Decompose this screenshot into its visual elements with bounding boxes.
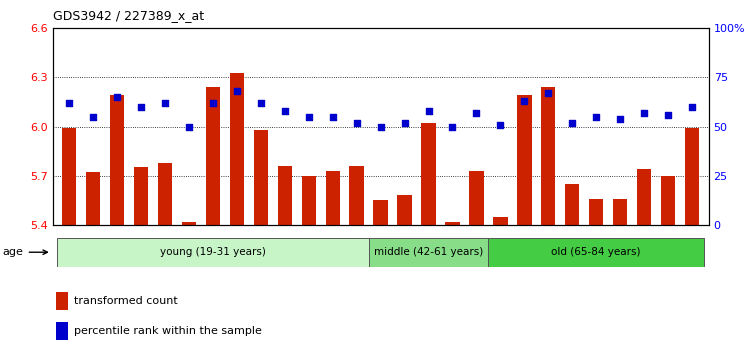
Bar [541,87,556,354]
Text: percentile rank within the sample: percentile rank within the sample [74,326,262,336]
Bar [685,128,699,354]
Text: young (19-31 years): young (19-31 years) [160,247,266,257]
Text: age: age [3,247,47,257]
Bar [182,222,196,354]
Point [63,100,75,106]
Point [231,88,243,94]
FancyBboxPatch shape [369,238,488,267]
Point [135,104,147,110]
Point [638,110,650,116]
Point [279,108,291,114]
Point [542,90,554,96]
Bar [374,200,388,354]
Text: old (65-84 years): old (65-84 years) [551,247,641,257]
Bar [158,162,172,354]
Bar [565,184,580,354]
Bar [446,222,460,354]
FancyBboxPatch shape [488,238,704,267]
Point [111,94,123,100]
Bar [589,199,603,354]
Point [374,124,387,129]
Bar [518,96,532,354]
Point [351,120,363,125]
Text: middle (42-61 years): middle (42-61 years) [374,247,483,257]
Point [422,108,434,114]
Bar [422,123,436,354]
Point [255,100,267,106]
Bar [470,171,484,354]
Bar [637,169,651,354]
Point [207,100,219,106]
Point [470,110,482,116]
Point [446,124,458,129]
Bar [254,130,268,354]
Point [686,104,698,110]
Bar [278,166,292,354]
Bar [326,171,340,354]
FancyBboxPatch shape [57,238,369,267]
Point [590,114,602,120]
Text: GDS3942 / 227389_x_at: GDS3942 / 227389_x_at [53,9,203,22]
Bar [230,73,244,354]
Point [327,114,339,120]
Bar [398,195,412,354]
Point [183,124,195,129]
Bar [613,199,627,354]
Point [662,112,674,118]
Point [159,100,171,106]
Point [518,98,530,104]
Bar [56,292,68,310]
Point [303,114,315,120]
Bar [56,322,68,340]
Bar [134,167,148,354]
Text: transformed count: transformed count [74,296,177,306]
Point [566,120,578,125]
Bar [206,87,220,354]
Point [87,114,99,120]
Bar [62,128,76,354]
Point [614,116,626,121]
Bar [494,217,508,354]
Bar [302,176,316,354]
Point [398,120,410,125]
Bar [110,96,125,354]
Bar [350,166,364,354]
Bar [661,176,675,354]
Point [494,122,506,127]
Bar [86,172,100,354]
